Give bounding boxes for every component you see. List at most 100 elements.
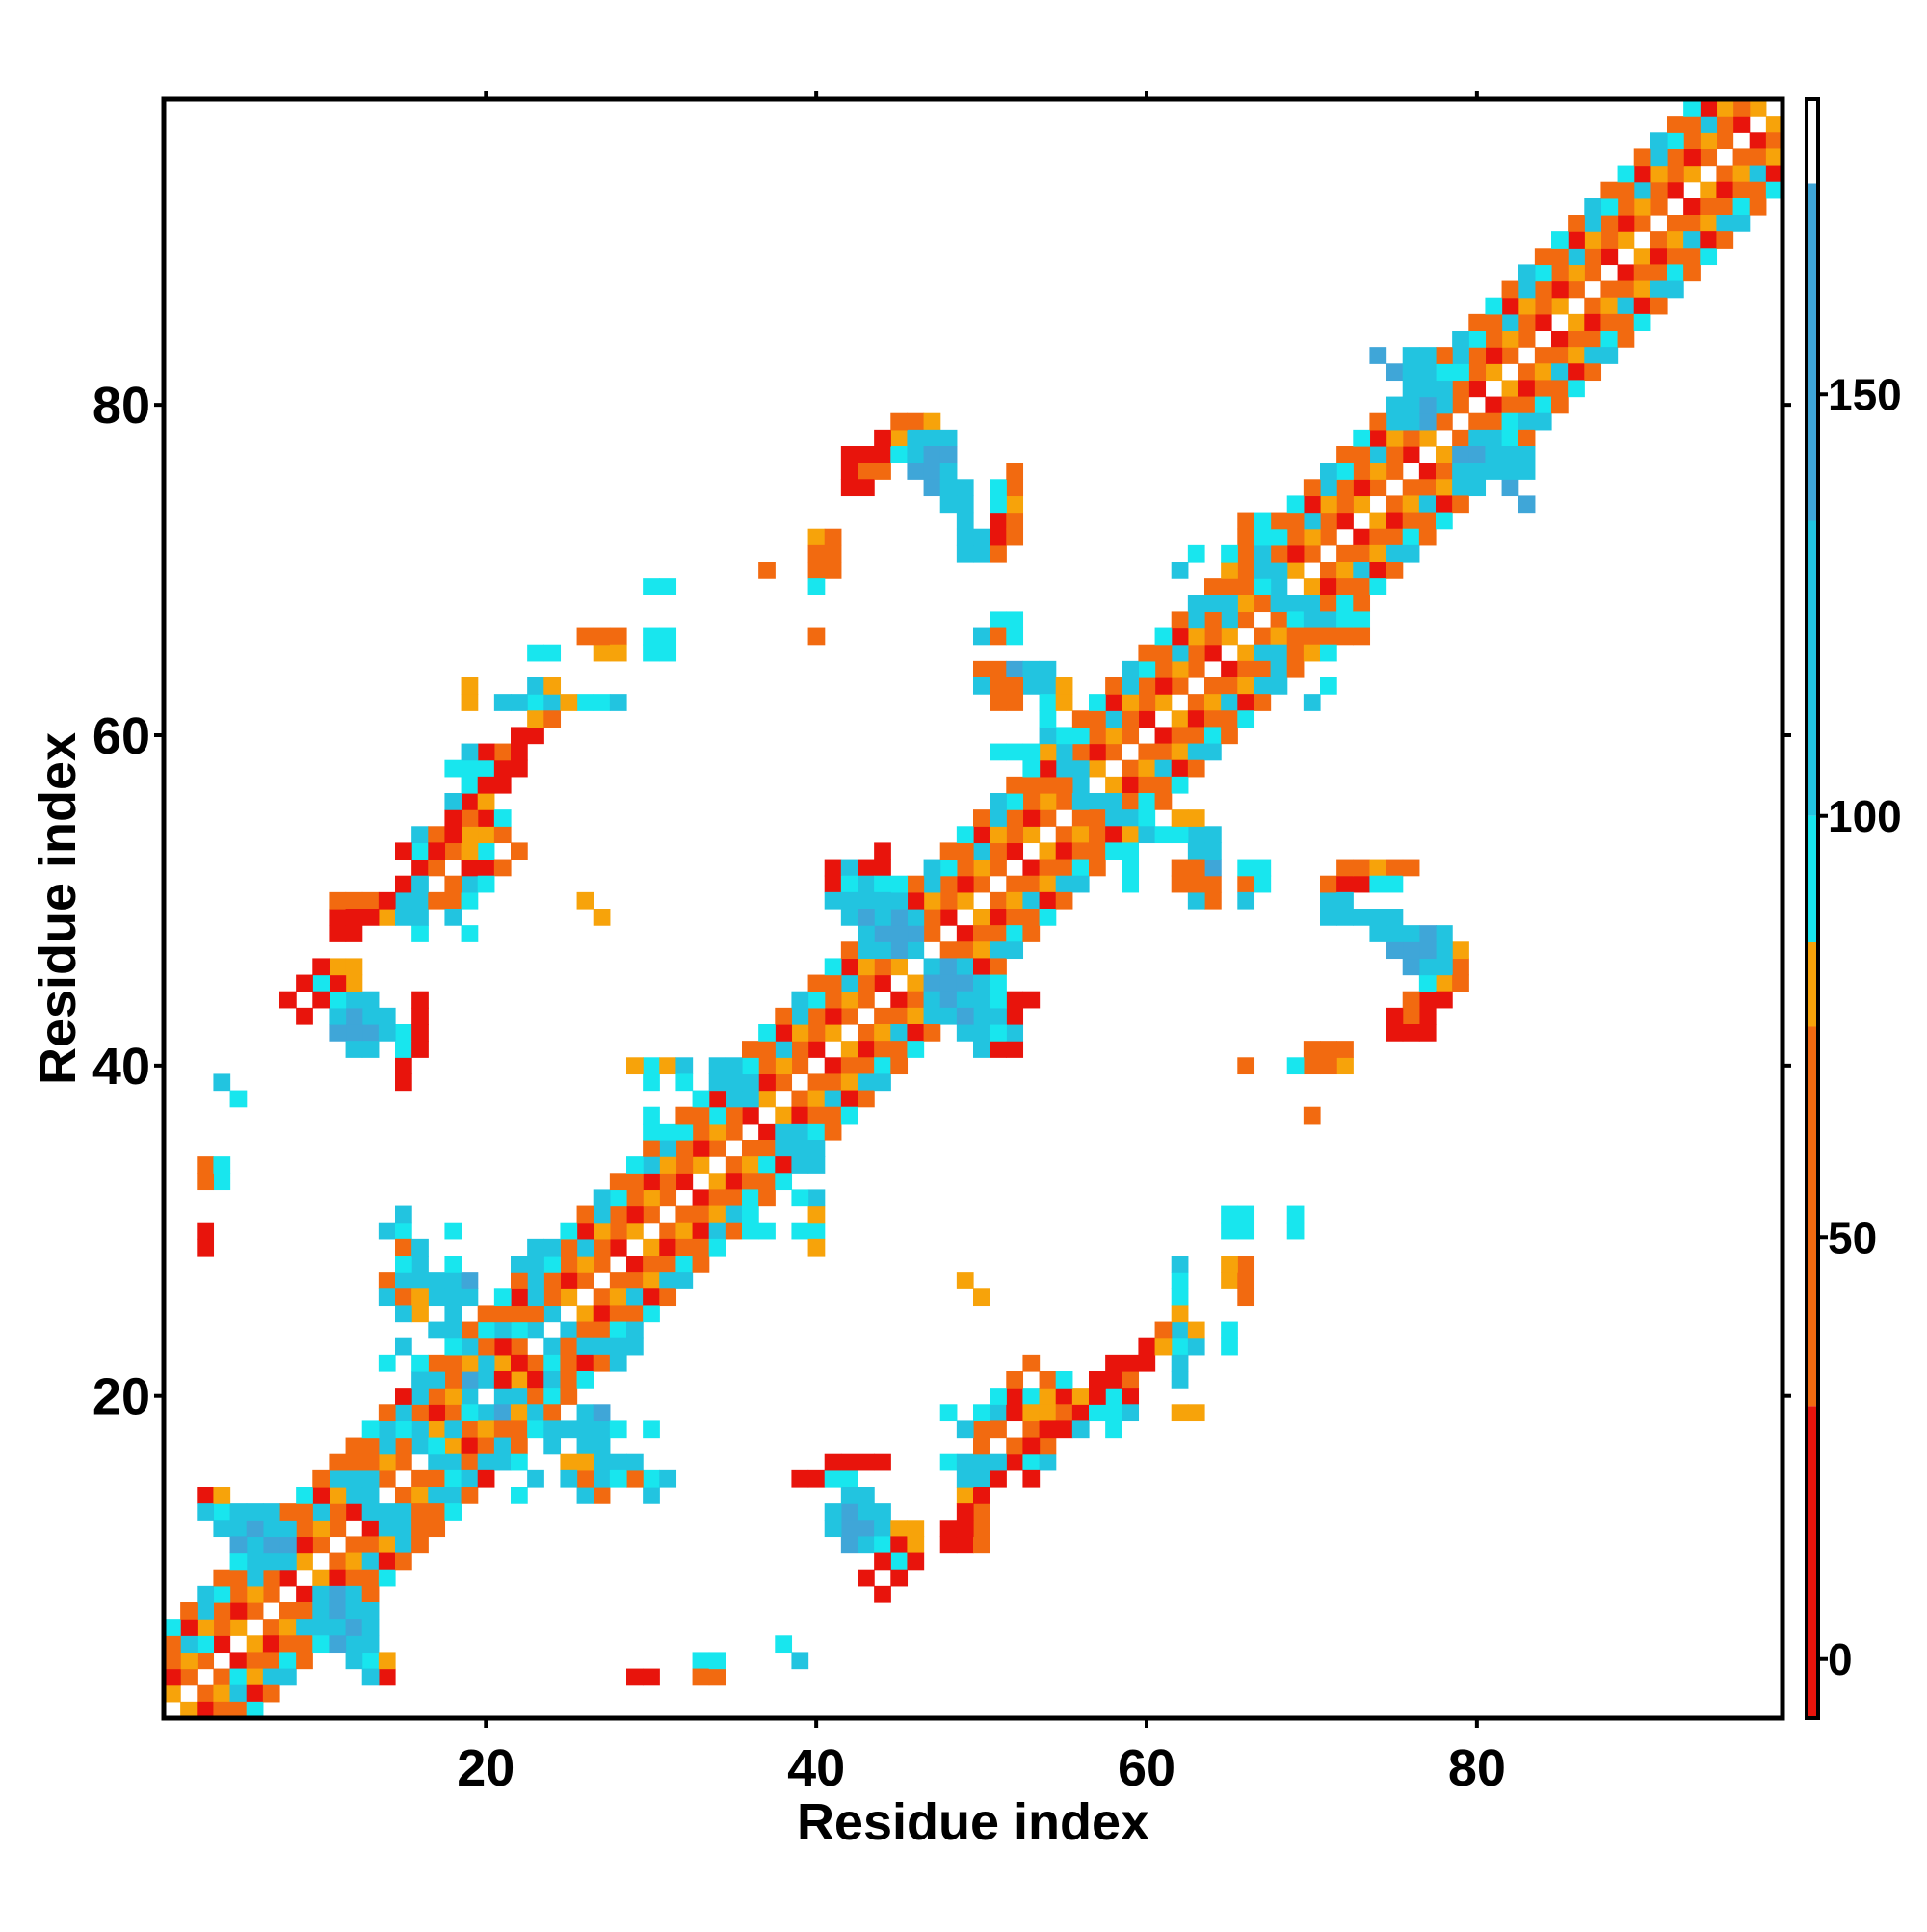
heatmap-cell [1600,347,1619,364]
heatmap-cell [428,1404,446,1422]
heatmap-cell [378,1652,396,1670]
heatmap-cell [1418,991,1437,1009]
heatmap-cell [1353,627,1371,646]
heatmap-cell [939,891,958,910]
heatmap-cell [411,842,429,860]
heatmap-cell [262,1585,280,1603]
heatmap-cell [543,1337,562,1356]
heatmap-cell [411,1354,429,1372]
heatmap-cell [874,891,891,910]
heatmap-cell [279,1619,297,1636]
heatmap-cell [560,1337,578,1356]
heatmap-cell [643,1156,660,1174]
heatmap-cell [1353,595,1371,613]
heatmap-cell [939,974,958,992]
heatmap-cell [213,1619,231,1636]
heatmap-cell [1369,562,1387,579]
heatmap-cell [939,859,958,877]
heatmap-cell [923,1007,941,1025]
heatmap-cell [1286,1205,1305,1224]
heatmap-cell [1204,611,1222,629]
colorbar-frame [1805,97,1820,1720]
heatmap-cell [1122,776,1140,794]
heatmap-cell [279,1520,297,1538]
heatmap-cell [1006,463,1024,480]
heatmap-cell [626,1057,644,1075]
heatmap-cell [907,1520,925,1538]
heatmap-cell [675,1222,694,1240]
heatmap-cell [973,1503,990,1521]
heatmap-cell [1353,446,1371,463]
heatmap-cell [1071,759,1090,778]
heatmap-cell [1221,660,1238,678]
heatmap-cell [1071,743,1090,761]
heatmap-cell [229,1668,248,1686]
heatmap-cell [1418,429,1437,447]
heatmap-cell [643,1073,660,1092]
heatmap-cell [874,875,891,893]
heatmap-cell [840,479,858,497]
heatmap-cell [1221,1205,1238,1224]
heatmap-cell [1501,412,1519,431]
heatmap-cell [527,1256,544,1273]
heatmap-cell [213,1602,231,1620]
heatmap-cell [213,1173,231,1191]
heatmap-cell [742,1189,759,1207]
heatmap-cell [874,1041,891,1058]
heatmap-cell [1501,313,1519,331]
heatmap-cell [1171,1354,1189,1372]
heatmap-cell [990,677,1007,695]
heatmap-cell [1055,743,1073,761]
heatmap-cell [807,1106,826,1125]
heatmap-cell [262,1668,280,1686]
heatmap-cell [229,1090,248,1108]
heatmap-cell [807,528,826,546]
heatmap-cell [626,1222,644,1240]
heatmap-cell [1221,611,1238,629]
y-tick-label: 80 [92,377,150,435]
heatmap-cell [246,1503,264,1521]
heatmap-cell [791,1652,809,1670]
heatmap-cell [411,909,429,926]
heatmap-cell [824,1073,842,1092]
heatmap-cell [1600,313,1619,331]
heatmap-cell [990,941,1007,960]
heatmap-cell [643,1189,660,1207]
heatmap-cell [874,1536,891,1554]
heatmap-cell [923,479,941,497]
heatmap-cell [609,1288,627,1307]
heatmap-cell [428,1420,446,1439]
heatmap-cell [378,1569,396,1587]
heatmap-cell [939,463,958,480]
heatmap-cell [907,925,925,942]
heatmap-cell [1171,660,1189,678]
heatmap-cell [411,1404,429,1422]
heatmap-cell [345,1503,363,1521]
heatmap-cell [262,1520,280,1538]
heatmap-cell [1336,446,1354,463]
heatmap-cell [1436,396,1453,414]
heatmap-cell [1436,941,1453,960]
heatmap-cell [775,1635,793,1654]
heatmap-cell [511,1453,528,1471]
heatmap-cell [1468,412,1487,431]
heatmap-cell [990,1420,1007,1439]
heatmap-cell [576,1256,594,1273]
heatmap-cell [576,1420,594,1439]
heatmap-cell [395,1487,412,1504]
heatmap-cell [659,1173,677,1191]
colorbar-band [1807,99,1818,184]
heatmap-cell [840,1090,858,1108]
heatmap-cell [527,1371,544,1389]
heatmap-cell [1122,809,1140,827]
heatmap-cell [824,544,842,563]
heatmap-cell [907,1536,925,1554]
heatmap-cell [1204,743,1222,761]
heatmap-cell [1022,925,1041,942]
heatmap-cell [742,1156,759,1174]
heatmap-cell [1600,215,1619,232]
heatmap-cell [807,578,826,595]
heatmap-cell [1418,380,1437,398]
heatmap-cell [180,1668,198,1686]
heatmap-cell [858,1487,875,1504]
